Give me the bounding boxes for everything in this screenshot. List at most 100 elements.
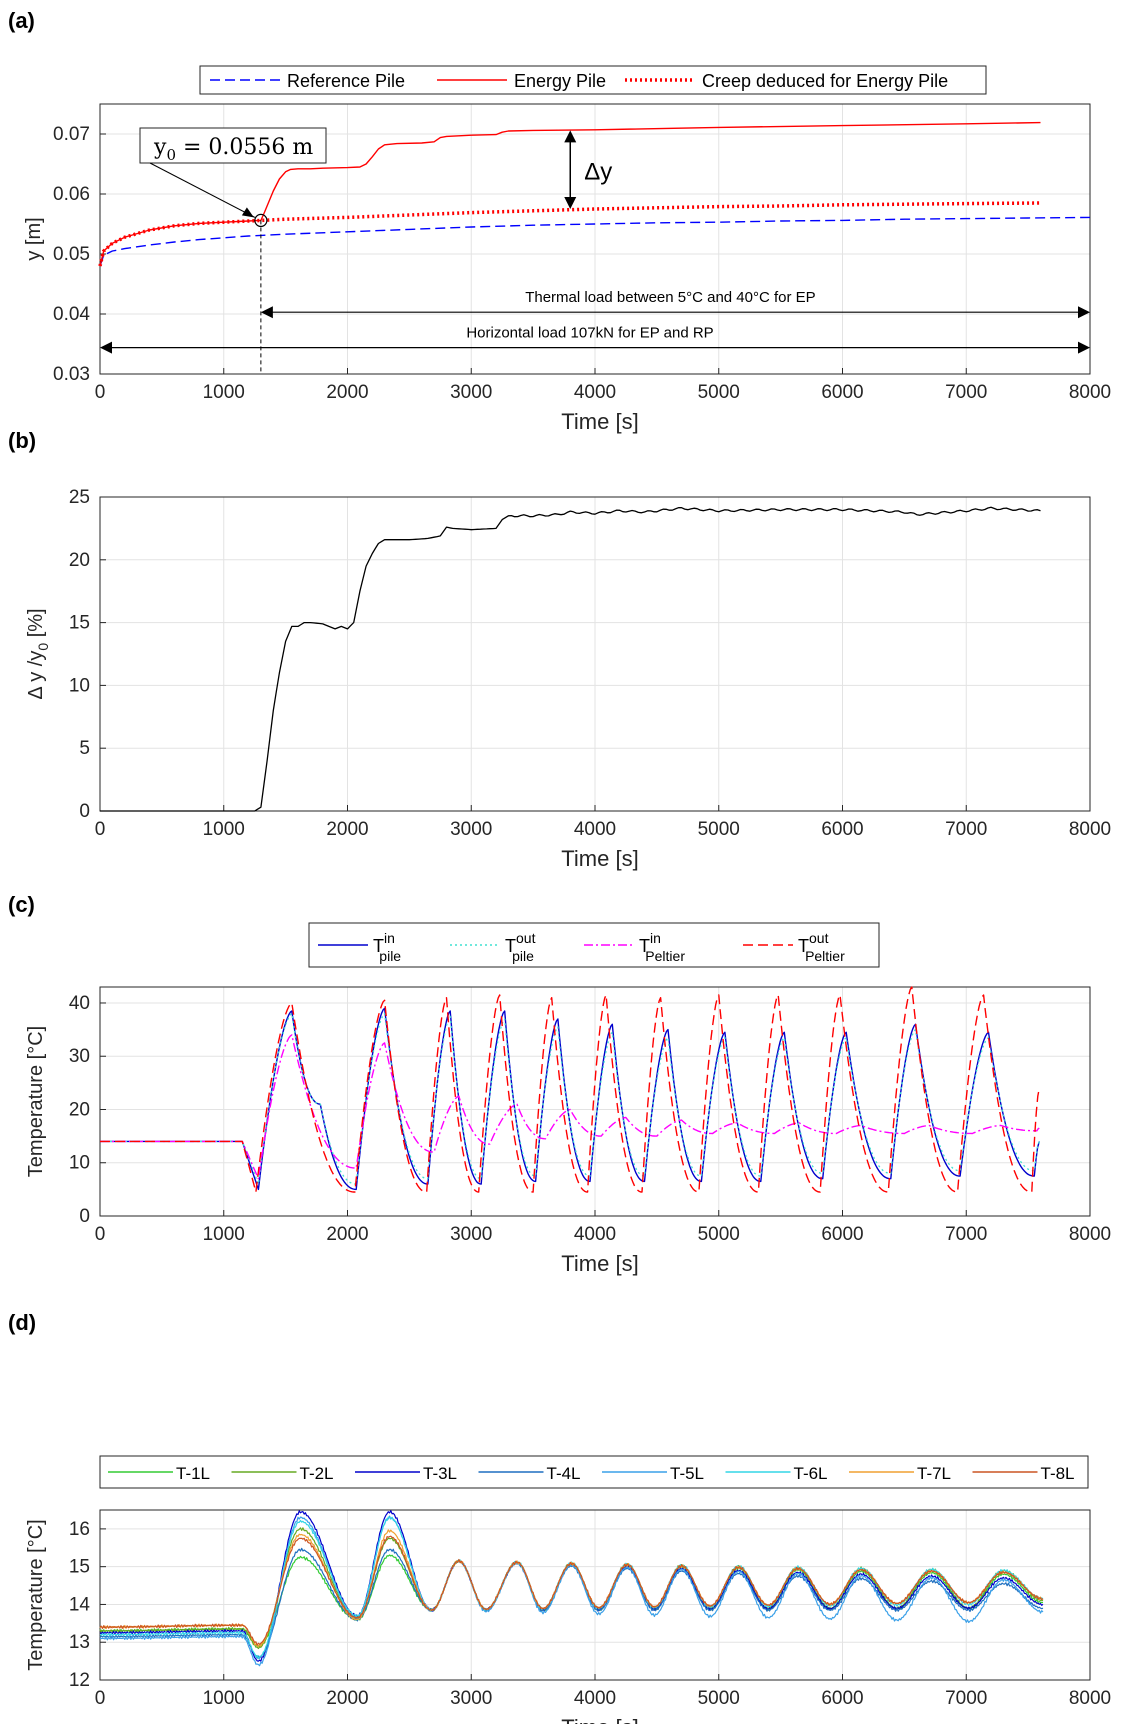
y-axis-label-sub: 0 [35,643,51,651]
y-tick-label: 0.05 [53,244,90,265]
x-tick-label: 7000 [945,1688,987,1709]
legend-superscript: out [809,930,829,946]
x-tick-label: 2000 [326,819,368,840]
x-tick-label: 6000 [821,819,863,840]
x-tick-label: 1000 [203,1224,245,1245]
y0-annotation: y0 = 0.0556 m [153,135,313,164]
legend-label-3: Tin Peltier [639,930,685,964]
y-tick-label: 0.03 [53,364,90,385]
y-axis-label-main: Δ y /y [25,651,47,700]
y0-callout-box [139,127,327,164]
thermal-load-arrow-text: Thermal load between 5°C and 40°C for EP [525,289,816,306]
x-tick-label: 5000 [698,382,740,403]
legend-label-7: T-7L [917,1464,951,1483]
legend-label-3: T-3L [423,1464,457,1483]
x-tick-label: 1000 [203,819,245,840]
series-line-2 [100,1012,1040,1185]
legend: T-1L T-2L T-3L T-4L T-5L T-6L T-7L T-8L [99,1455,1089,1489]
legend-label-3: Creep deduced for Energy Pile [702,71,948,91]
x-tick-label: 4000 [574,1224,616,1245]
x-tick-label: 7000 [945,382,987,403]
x-tick-label: 8000 [1069,382,1111,403]
x-tick-label: 2000 [326,1688,368,1709]
legend-symbol: T [639,936,650,956]
legend-label-2: Tout pile [505,930,536,964]
x-axis-label: Time [s] [561,409,638,434]
x-tick-label: 1000 [203,1688,245,1709]
y-tick-label: 15 [69,1557,90,1578]
x-tick-label: 5000 [698,819,740,840]
series-line-3 [98,201,1041,267]
chart-panel-a: 0 1000 2000 3000 4000 5000 6000 7000 8000 0.03 0.0… [8,8,1111,434]
delta-y-label: Δy [584,159,612,186]
legend-label-1: Tin pile [373,930,401,964]
panel-label: (d) [8,1310,36,1335]
legend: Tin pile Tout pile Tin Peltier Tout Peltier [308,922,880,968]
thermal-load-arrow-arrowhead-left [260,306,273,319]
y-tick-label: 16 [69,1519,90,1540]
legend: Reference Pile Energy Pile Creep deduced f… [199,65,987,95]
series-line-2 [99,121,1041,267]
series-line-5 [99,1515,1044,1667]
legend-subscript: pile [379,948,401,964]
legend-label-2: Energy Pile [514,71,606,91]
y0-symbol: y [153,135,167,160]
x-tick-label: 0 [95,819,106,840]
x-tick-label: 6000 [821,382,863,403]
legend-superscript: in [384,930,395,946]
legend-symbol: T [505,936,516,956]
legend-box [199,65,987,95]
legend-label-1: Reference Pile [287,71,405,91]
series-line-1 [100,506,1041,812]
chart-panel-d: 0 1000 2000 3000 4000 5000 6000 7000 8000 12 13 14 1… [8,1310,1111,1729]
legend-label-1: T-1L [176,1464,210,1483]
legend-symbol: T [373,936,384,956]
legend-subscript: pile [512,948,534,964]
y-tick-label: 0.06 [53,184,90,205]
y-tick-label: 25 [69,487,90,508]
legend-label-4: Tout Peltier [798,930,845,964]
y-tick-label: 14 [69,1594,91,1615]
y0-callout-arrowhead [241,207,254,218]
x-tick-label: 5000 [698,1224,740,1245]
legend-label-2: T-2L [300,1464,334,1483]
legend-subscript: Peltier [805,948,845,964]
x-axis-label: Time [s] [561,1715,638,1724]
x-tick-label: 3000 [450,382,492,403]
y-axis-label: Temperature [°C] [25,1519,47,1670]
x-axis-label: Time [s] [561,846,638,871]
series-line-4 [99,1547,1044,1659]
series-line-1 [99,216,1091,267]
x-axis-label: Time [s] [561,1251,638,1276]
x-tick-label: 5000 [698,1688,740,1709]
horizontal-load-arrow-arrowhead-left [100,341,112,354]
legend-label-5: T-5L [670,1464,704,1483]
x-tick-label: 2000 [326,1224,368,1245]
delta-y-arrowhead-top [564,130,577,143]
chart-panel-c: 0 1000 2000 3000 4000 5000 6000 7000 8000 0 10 20 30… [8,892,1111,1276]
y-tick-label: 0 [79,801,90,822]
x-tick-label: 7000 [945,1224,987,1245]
x-tick-label: 6000 [821,1224,863,1245]
y-tick-label: 15 [69,613,90,634]
legend-symbol: T [798,936,809,956]
legend-superscript: out [516,930,536,946]
legend-subscript: Peltier [645,948,685,964]
y-axis-label: Δ y /y0 [%] [25,608,51,699]
y-tick-label: 0.04 [53,304,90,325]
x-tick-label: 3000 [450,1224,492,1245]
y-tick-label: 10 [69,675,90,696]
series-line-4 [100,986,1040,1193]
y0-subscript: 0 [166,146,176,164]
y-tick-label: 40 [69,993,90,1014]
x-tick-label: 8000 [1069,1688,1111,1709]
series-line-8 [99,1535,1044,1646]
x-tick-label: 4000 [574,1688,616,1709]
y-axis-label: y [m] [23,217,45,260]
panel-label: (a) [8,8,35,33]
chart-panel-b: 0 1000 2000 3000 4000 5000 6000 7000 8000 0 5 10 15 2… [8,428,1111,871]
x-tick-label: 4000 [574,819,616,840]
legend-label-6: T-6L [794,1464,828,1483]
x-tick-label: 8000 [1069,1224,1111,1245]
y-axis-label-unit: [%] [25,608,47,642]
